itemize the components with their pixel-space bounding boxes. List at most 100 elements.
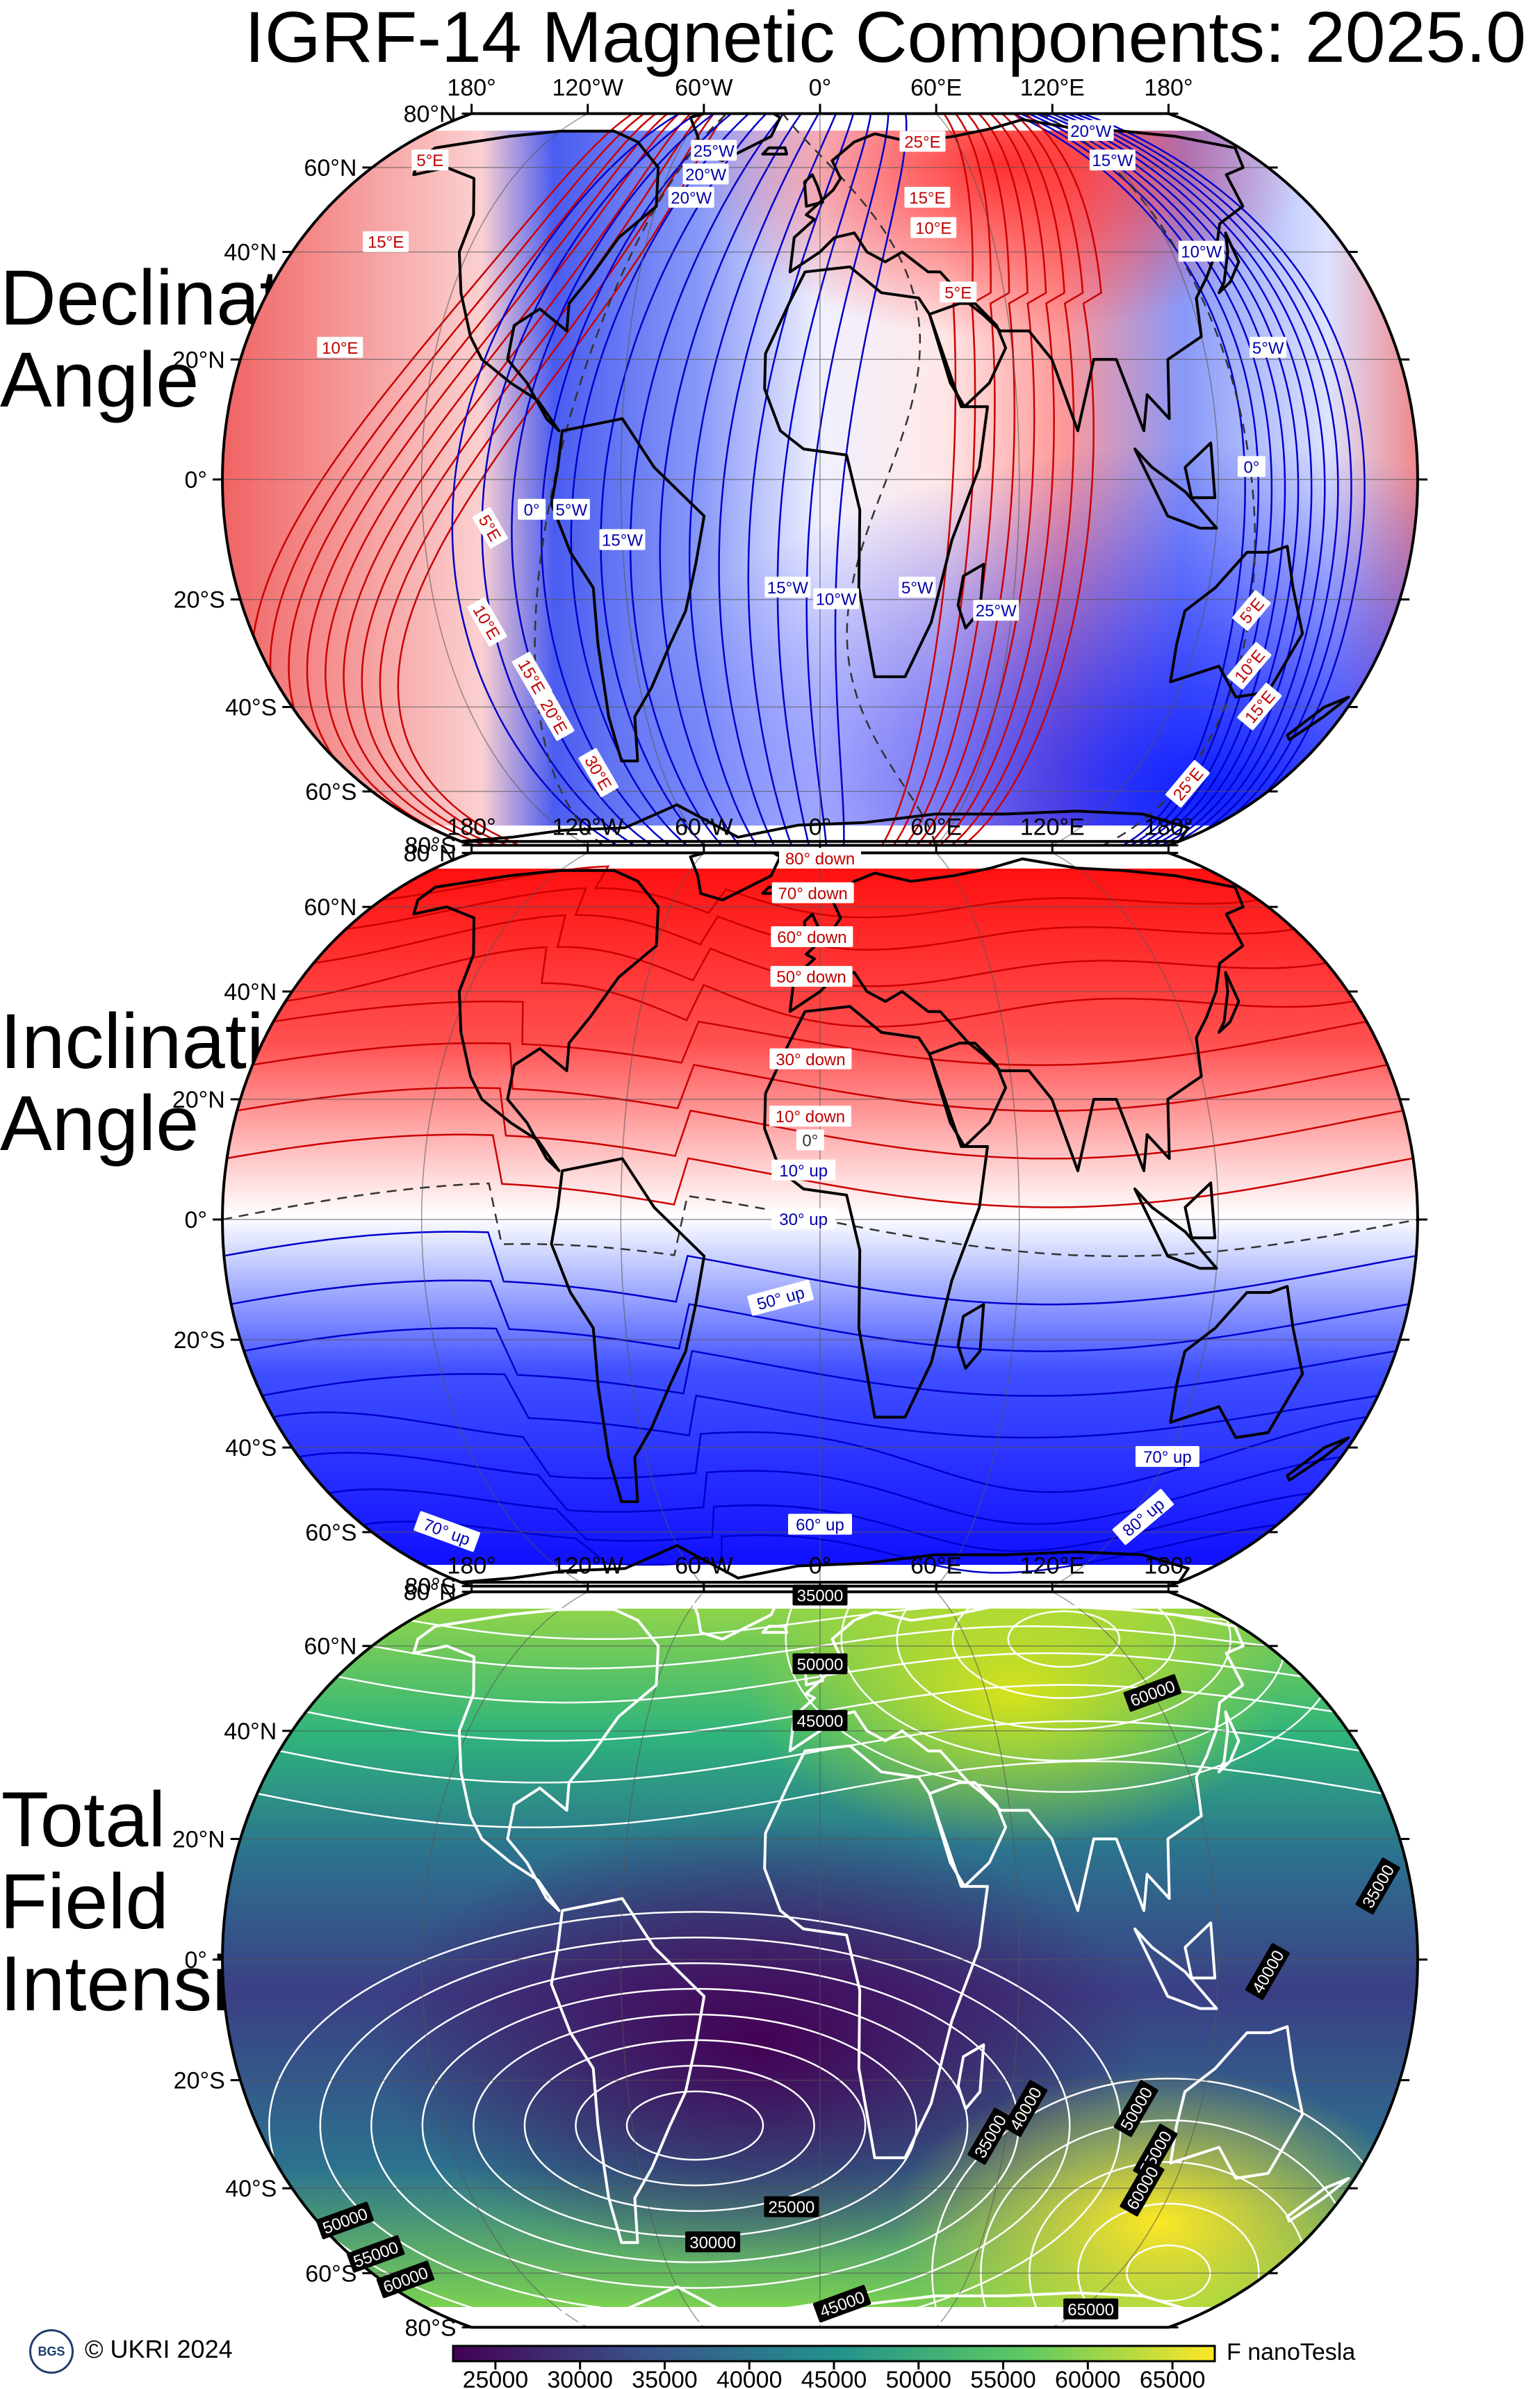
contour-label: 30000 <box>685 2231 741 2253</box>
svg-text:25°E: 25°E <box>904 133 940 151</box>
svg-text:60° up: 60° up <box>796 1516 844 1535</box>
svg-text:60° down: 60° down <box>777 928 846 947</box>
lat-tick-label: 40°N <box>224 240 277 266</box>
colorbar-tick-label: 40000 <box>716 2367 783 2389</box>
contour-label: 70° down <box>771 882 854 903</box>
svg-text:25°W: 25°W <box>694 142 735 161</box>
lat-tick-label: 40°N <box>224 1718 277 1745</box>
contour-label: 35000 <box>792 1584 848 1606</box>
lon-tick-label: 60°W <box>675 74 733 101</box>
lon-tick-label: 120°E <box>1020 1553 1085 1579</box>
svg-text:50000: 50000 <box>797 1655 844 1674</box>
copyright-text: © UKRI 2024 <box>85 2335 233 2363</box>
lat-tick-label: 80°S <box>404 833 456 860</box>
contour-label: 15°E <box>363 231 409 252</box>
lon-tick-label: 60°W <box>675 1553 733 1579</box>
svg-text:30000: 30000 <box>689 2233 736 2252</box>
colorbar-tick-label: 30000 <box>547 2367 613 2389</box>
contour-label: 0° <box>518 498 546 520</box>
contour-label: 25000 <box>764 2196 819 2217</box>
lat-tick-label: 0° <box>184 1207 207 1233</box>
contour-label: 20°W <box>668 186 714 208</box>
svg-text:15°W: 15°W <box>767 579 808 598</box>
lat-tick-label: 60°S <box>305 779 357 805</box>
contour-label: 10° up <box>771 1159 836 1181</box>
lat-tick-label: 60°N <box>304 1634 357 1660</box>
lon-tick-label: 0° <box>809 814 832 840</box>
contour-label: 60° down <box>771 926 853 948</box>
page-title: IGRF-14 Magnetic Components: 2025.0 <box>244 0 1526 78</box>
contour-label: 20°W <box>682 163 729 185</box>
contour-label: 25°W <box>691 140 737 161</box>
lat-tick-label: 20°S <box>174 2068 225 2094</box>
svg-text:5°W: 5°W <box>901 579 933 598</box>
svg-text:30° up: 30° up <box>779 1210 828 1229</box>
contour-label: 50° down <box>770 966 853 987</box>
contour-label: 0° <box>1237 456 1265 477</box>
contour-label: 60° up <box>788 1513 852 1535</box>
svg-text:80° down: 80° down <box>785 850 855 869</box>
lon-tick-label: 60°W <box>675 814 733 840</box>
svg-text:20°W: 20°W <box>685 165 726 184</box>
lat-tick-label: 60°N <box>304 894 357 921</box>
svg-text:20°W: 20°W <box>1070 122 1111 141</box>
contour-label: 10°W <box>813 588 860 609</box>
contour-label: 5°E <box>411 149 449 171</box>
lat-tick-label: 80°S <box>404 2315 456 2341</box>
lat-tick-label: 80°N <box>404 1579 457 1606</box>
lon-tick-label: 180° <box>447 1553 495 1579</box>
svg-text:10°E: 10°E <box>322 339 358 358</box>
contour-label: 30° up <box>771 1208 836 1229</box>
lon-tick-label: 60°E <box>910 1553 962 1579</box>
contour-label: 65000 <box>1063 2298 1119 2320</box>
svg-text:10°W: 10°W <box>816 591 857 609</box>
colorbar-tick-label: 55000 <box>970 2367 1036 2389</box>
contour-label: 50000 <box>792 1653 848 1675</box>
contour-label: 10°E <box>910 217 957 238</box>
svg-text:0°: 0° <box>524 501 540 520</box>
contour-label: 70° up <box>1135 1446 1199 1468</box>
lon-tick-label: 60°E <box>910 814 962 840</box>
lat-tick-label: 20°N <box>172 347 225 373</box>
declination-map: 180° 120°W 60°W 0° 60°E 120°E 180°80°N60°N40°N… <box>172 74 1427 860</box>
lon-tick-label: 60°E <box>910 74 962 101</box>
colorbar-tick-label: 65000 <box>1140 2367 1206 2389</box>
lat-tick-label: 40°S <box>225 1435 277 1461</box>
contour-label: 15°W <box>599 529 646 550</box>
lat-tick-label: 20°S <box>174 1327 225 1354</box>
svg-text:10° down: 10° down <box>776 1108 845 1126</box>
svg-text:50° down: 50° down <box>776 968 846 987</box>
lon-tick-label: 180° <box>1144 74 1193 101</box>
lon-tick-label: 180° <box>1144 1553 1193 1579</box>
contour-label: 80° down <box>779 847 861 869</box>
contour-label: 15°E <box>904 186 951 208</box>
lon-tick-label: 120°E <box>1020 74 1085 101</box>
svg-text:30° down: 30° down <box>776 1051 845 1069</box>
lat-tick-label: 40°S <box>225 2176 277 2202</box>
lon-tick-label: 180° <box>447 814 495 840</box>
inclination-map: 180° 120°W 60°W 0° 60°E 120°E 180°80°N60°N40°N… <box>172 814 1427 1600</box>
svg-text:25°W: 25°W <box>976 602 1017 621</box>
lon-tick-label: 120°E <box>1020 814 1085 840</box>
svg-text:35000: 35000 <box>797 1586 844 1605</box>
lat-tick-label: 20°S <box>174 587 225 614</box>
lat-tick-label: 40°N <box>224 979 277 1005</box>
svg-text:25000: 25000 <box>769 2199 815 2217</box>
lat-tick-label: 20°N <box>172 1087 225 1113</box>
svg-text:70° up: 70° up <box>1143 1448 1192 1467</box>
svg-text:65000: 65000 <box>1067 2301 1114 2320</box>
lon-tick-label: 0° <box>809 74 832 101</box>
lat-tick-label: 60°S <box>305 2260 357 2287</box>
colorbar-ramp <box>452 2345 1216 2363</box>
colorbar: 25000 30000 35000 40000 45000 50000 55000 60000… <box>452 2339 1355 2389</box>
lon-tick-label: 120°W <box>552 74 623 101</box>
contour-label: 30° down <box>769 1048 852 1069</box>
contour-label: 5°E <box>940 281 977 303</box>
contour-label: 15°W <box>1089 149 1136 171</box>
contour-label: 10°E <box>317 336 363 358</box>
lat-tick-label: 40°S <box>225 694 277 721</box>
contour-label: 0° <box>796 1129 824 1151</box>
contour-label: 20°W <box>1067 120 1114 141</box>
svg-text:5°E: 5°E <box>944 284 972 302</box>
